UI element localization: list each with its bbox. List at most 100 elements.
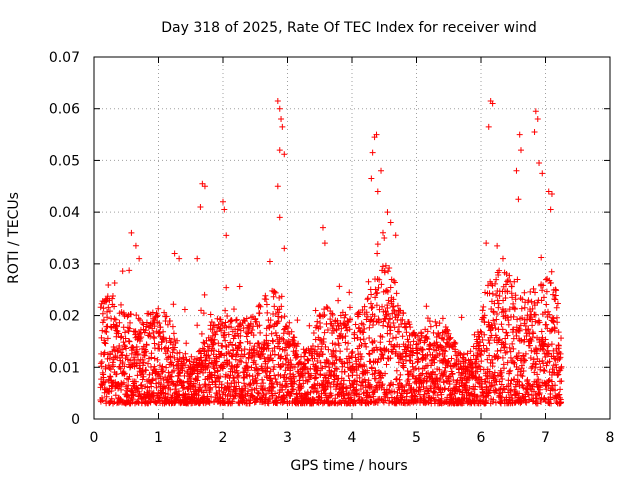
data-point xyxy=(112,316,119,323)
data-point xyxy=(160,334,167,341)
data-point xyxy=(234,370,241,377)
data-point xyxy=(121,312,128,319)
data-point xyxy=(186,358,193,365)
scatter-points xyxy=(97,97,565,407)
data-point xyxy=(151,345,158,352)
data-point xyxy=(138,334,145,341)
x-tick-label: 7 xyxy=(541,430,550,446)
data-point xyxy=(194,322,201,329)
data-point xyxy=(167,353,174,360)
data-point xyxy=(159,389,166,396)
data-point xyxy=(155,305,162,312)
data-point xyxy=(154,356,161,363)
data-point xyxy=(116,319,123,326)
data-point xyxy=(105,281,112,288)
data-point xyxy=(99,327,106,334)
data-point xyxy=(194,377,201,384)
data-point xyxy=(213,358,220,365)
y-tick-label: 0.06 xyxy=(49,102,80,118)
data-point xyxy=(126,267,133,274)
data-point xyxy=(119,268,126,275)
data-point xyxy=(231,377,238,384)
data-point xyxy=(170,330,177,337)
data-point xyxy=(166,317,173,324)
data-point xyxy=(112,324,119,331)
data-point xyxy=(166,335,173,342)
data-point xyxy=(102,378,109,385)
data-point xyxy=(141,352,148,359)
data-point xyxy=(148,383,155,390)
data-point xyxy=(236,357,243,364)
data-point xyxy=(199,360,206,367)
data-point xyxy=(104,335,111,342)
data-point xyxy=(142,327,149,334)
data-point xyxy=(149,390,156,397)
data-point xyxy=(237,332,244,339)
data-point xyxy=(235,344,242,351)
x-tick-label: 4 xyxy=(348,430,357,446)
data-point xyxy=(235,398,242,405)
data-point xyxy=(102,363,109,370)
y-tick-label: 0.07 xyxy=(49,50,80,66)
data-point xyxy=(144,384,151,391)
data-point xyxy=(197,384,204,391)
data-point xyxy=(234,373,241,380)
data-point xyxy=(104,293,111,300)
data-point xyxy=(236,283,243,290)
data-point xyxy=(113,323,120,330)
data-point xyxy=(212,383,219,390)
data-point xyxy=(139,396,146,403)
data-point xyxy=(99,397,106,404)
data-point xyxy=(241,346,248,353)
data-point xyxy=(222,337,229,344)
data-point xyxy=(142,348,149,355)
data-point xyxy=(128,311,135,318)
data-point xyxy=(122,335,129,342)
data-point xyxy=(228,362,235,369)
data-point xyxy=(208,319,215,326)
data-point xyxy=(205,381,212,388)
data-point xyxy=(206,399,213,406)
data-point xyxy=(168,373,175,380)
data-point xyxy=(209,326,216,333)
data-point xyxy=(192,384,199,391)
data-point xyxy=(213,353,220,360)
data-point xyxy=(102,328,109,335)
data-point xyxy=(198,307,205,314)
data-point xyxy=(165,391,172,398)
data-point xyxy=(173,381,180,388)
data-point xyxy=(102,340,109,347)
data-point xyxy=(179,367,186,374)
data-point xyxy=(100,305,107,312)
data-point xyxy=(205,363,212,370)
data-point xyxy=(166,382,173,389)
data-point xyxy=(170,367,177,374)
data-point xyxy=(196,381,203,388)
data-point xyxy=(149,376,156,383)
data-point xyxy=(202,383,209,390)
data-point xyxy=(211,365,218,372)
data-point xyxy=(222,307,229,314)
data-point xyxy=(159,363,166,370)
data-point xyxy=(200,339,207,346)
data-point xyxy=(211,336,218,343)
data-point xyxy=(240,374,247,381)
data-point xyxy=(136,360,143,367)
data-point xyxy=(217,373,224,380)
data-point xyxy=(214,367,221,374)
data-point xyxy=(113,322,120,329)
data-point xyxy=(113,370,120,377)
data-point xyxy=(157,333,164,340)
data-point xyxy=(127,357,134,364)
data-point xyxy=(157,324,164,331)
x-tick-label: 8 xyxy=(606,430,615,446)
data-point xyxy=(169,323,176,330)
data-point xyxy=(113,333,120,340)
data-point xyxy=(139,356,146,363)
data-point xyxy=(136,329,143,336)
data-point xyxy=(234,361,241,368)
data-point xyxy=(151,363,158,370)
data-point xyxy=(125,337,132,344)
data-point xyxy=(154,312,161,319)
